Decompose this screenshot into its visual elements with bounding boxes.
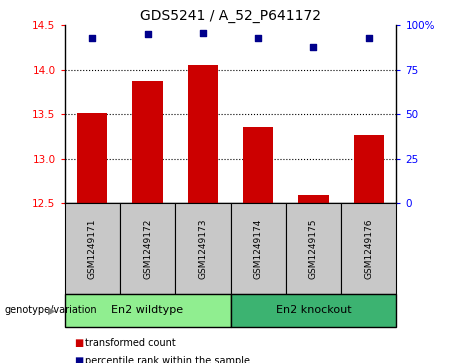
Bar xyxy=(298,195,329,203)
Text: GSM1249171: GSM1249171 xyxy=(88,219,97,279)
Text: ■: ■ xyxy=(74,356,83,363)
Text: ■: ■ xyxy=(74,338,83,348)
Bar xyxy=(132,81,163,203)
Point xyxy=(144,31,151,37)
Bar xyxy=(354,135,384,203)
Point xyxy=(365,35,372,41)
Point xyxy=(199,30,207,36)
Text: En2 knockout: En2 knockout xyxy=(276,305,351,315)
Text: GSM1249172: GSM1249172 xyxy=(143,219,152,279)
Point xyxy=(254,35,262,41)
Text: percentile rank within the sample: percentile rank within the sample xyxy=(85,356,250,363)
Bar xyxy=(77,113,107,203)
Text: GSM1249175: GSM1249175 xyxy=(309,219,318,279)
Text: GSM1249176: GSM1249176 xyxy=(364,219,373,279)
Point xyxy=(310,44,317,50)
Text: GSM1249173: GSM1249173 xyxy=(198,219,207,279)
Point xyxy=(89,35,96,41)
Text: ▶: ▶ xyxy=(48,305,55,315)
Bar xyxy=(188,65,218,203)
Text: GSM1249174: GSM1249174 xyxy=(254,219,263,279)
Text: transformed count: transformed count xyxy=(85,338,176,348)
Bar xyxy=(243,127,273,203)
Text: En2 wildtype: En2 wildtype xyxy=(112,305,183,315)
Title: GDS5241 / A_52_P641172: GDS5241 / A_52_P641172 xyxy=(140,9,321,23)
Text: genotype/variation: genotype/variation xyxy=(5,305,97,315)
